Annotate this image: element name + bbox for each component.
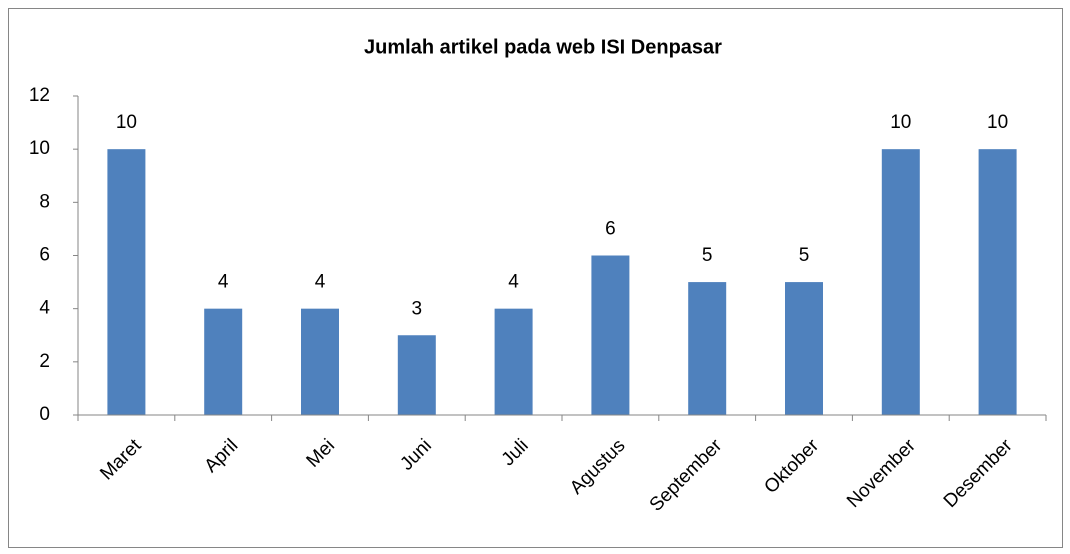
data-label: 4 <box>508 272 519 293</box>
bar <box>591 255 630 415</box>
bar <box>301 308 339 415</box>
y-tick-label: 12 <box>29 85 50 106</box>
bar <box>494 308 533 415</box>
y-tick-label: 8 <box>39 191 50 212</box>
y-tick-label: 10 <box>29 138 50 159</box>
bar <box>397 335 436 415</box>
bar <box>881 149 920 415</box>
data-label: 10 <box>890 112 911 133</box>
bar <box>107 149 146 415</box>
y-tick-label: 2 <box>39 351 50 372</box>
data-label: 4 <box>315 272 326 293</box>
y-tick-label: 6 <box>39 245 50 266</box>
chart-title: Jumlah artikel pada web ISI Denpasar <box>364 36 722 58</box>
data-label: 5 <box>702 245 713 266</box>
data-label: 3 <box>412 298 423 319</box>
data-label: 10 <box>116 112 137 133</box>
data-label: 6 <box>605 219 616 240</box>
bar <box>688 282 727 415</box>
data-label: 10 <box>987 112 1008 133</box>
bar <box>204 308 243 415</box>
y-tick-label: 0 <box>39 404 50 425</box>
bar <box>978 149 1017 415</box>
y-tick-label: 4 <box>39 298 50 319</box>
data-label: 5 <box>799 245 810 266</box>
data-label: 4 <box>218 272 229 293</box>
bar <box>785 282 823 415</box>
